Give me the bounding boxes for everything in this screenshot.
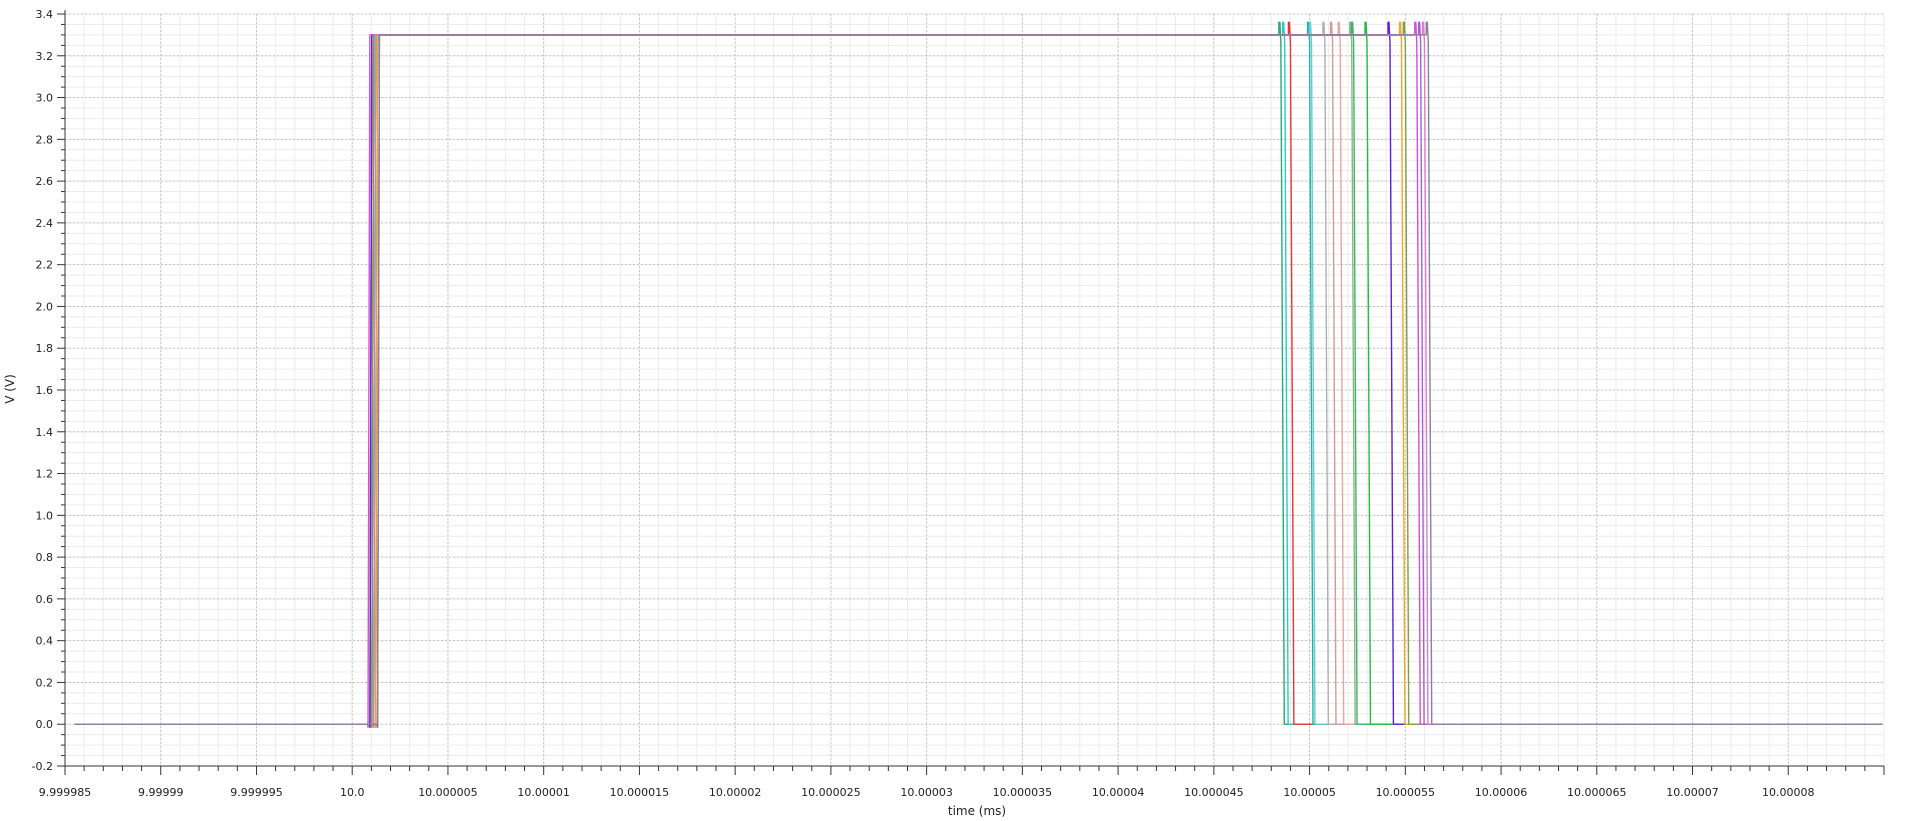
- y-tick-labels: -0.2 0.0 0.2 0.4 0.6 0.8 1.0 1.2 1.4 1.6 1.8 2.0 2.2…: [32, 8, 53, 773]
- x-tick-label: 10.000055: [1376, 786, 1436, 799]
- y-tick-label: -0.2: [32, 760, 53, 773]
- y-axis-title: V (V): [3, 374, 17, 404]
- x-tick-label: 10.00007: [1666, 786, 1719, 799]
- y-tick-label: 1.6: [36, 384, 54, 397]
- series-trace: [74, 21, 1883, 728]
- y-tick-label: 2.6: [36, 175, 54, 188]
- y-tick-label: 1.4: [36, 426, 54, 439]
- y-tick-label: 2.2: [36, 259, 54, 272]
- y-tick-label: 0.6: [36, 593, 54, 606]
- x-axis-title: time (ms): [948, 804, 1006, 818]
- series-trace: [74, 21, 1883, 728]
- y-tick-label: 3.2: [36, 50, 54, 63]
- x-tick-label: 10.000005: [418, 786, 478, 799]
- y-tick-label: 3.4: [36, 8, 54, 21]
- y-tick-label: 0.8: [36, 551, 54, 564]
- x-tick-label: 10.00002: [709, 786, 762, 799]
- y-tick-label: 1.0: [36, 509, 54, 522]
- series-trace: [74, 21, 1883, 728]
- y-tick-label: 1.2: [36, 468, 54, 481]
- y-tick-label: 0.0: [36, 718, 54, 731]
- y-tick-label: 2.8: [36, 133, 54, 146]
- x-tick-label: 10.000045: [1184, 786, 1244, 799]
- x-tick-label: 10.00001: [517, 786, 570, 799]
- x-tick-label: 10.00005: [1283, 786, 1336, 799]
- x-tick-label: 9.99999: [138, 786, 184, 799]
- x-tick-label: 10.0: [340, 786, 365, 799]
- x-tick-label: 10.000065: [1567, 786, 1627, 799]
- y-tick-label: 2.0: [36, 300, 54, 313]
- x-tick-label: 10.00008: [1762, 786, 1815, 799]
- x-tick-label: 9.999995: [230, 786, 283, 799]
- y-tick-label: 0.4: [36, 635, 54, 648]
- y-tick-label: 1.8: [36, 342, 54, 355]
- x-tick-labels: 9.999985 9.99999 9.999995 10.0 10.000005 10.0…: [39, 786, 1815, 799]
- x-tick-label: 10.000015: [610, 786, 670, 799]
- series-trace: [74, 21, 1883, 728]
- y-tick-label: 0.2: [36, 676, 54, 689]
- x-tick-label: 10.00003: [900, 786, 953, 799]
- x-tick-label: 9.999985: [39, 786, 92, 799]
- series-trace: [74, 21, 1883, 728]
- y-tick-label: 2.4: [36, 217, 54, 230]
- x-tick-label: 10.000025: [801, 786, 861, 799]
- x-tick-label: 10.000035: [993, 786, 1053, 799]
- axes: [57, 10, 1885, 775]
- y-tick-label: 3.0: [36, 92, 54, 105]
- x-tick-label: 10.00006: [1475, 786, 1528, 799]
- series-layer: [74, 21, 1883, 728]
- series-trace: [74, 21, 1883, 728]
- x-tick-label: 10.00004: [1092, 786, 1145, 799]
- major-grid: [64, 13, 1884, 767]
